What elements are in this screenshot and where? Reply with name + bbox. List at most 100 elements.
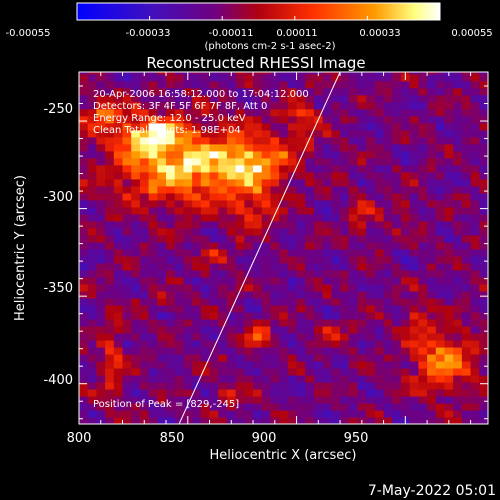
heatmap-cell	[470, 87, 480, 96]
heatmap-cell	[174, 129, 185, 138]
heatmap-cell	[287, 150, 298, 159]
heatmap-cell	[357, 388, 367, 397]
heatmap-cell	[79, 262, 89, 271]
heatmap-cell	[244, 72, 254, 75]
heatmap-cell	[400, 150, 411, 159]
heatmap-cell	[461, 297, 472, 306]
heatmap-cell	[374, 381, 385, 390]
heatmap-cell	[113, 269, 124, 278]
heatmap-cell	[131, 80, 141, 89]
heatmap-cell	[400, 339, 411, 348]
heatmap-cell	[235, 227, 245, 236]
heatmap-cell	[374, 171, 385, 180]
heatmap-cell	[435, 136, 446, 145]
heatmap-cell	[218, 381, 228, 390]
heatmap-cell	[305, 80, 315, 89]
heatmap-cell	[427, 255, 437, 264]
heatmap-cell	[261, 80, 272, 89]
heatmap-cell	[427, 339, 437, 348]
heatmap-cell	[148, 234, 158, 243]
heatmap-cell	[113, 318, 124, 327]
heatmap-cell	[392, 332, 402, 341]
heatmap-cell	[105, 227, 115, 236]
heatmap-cell	[340, 80, 350, 89]
heatmap-cell	[79, 360, 89, 369]
heatmap-cell	[96, 388, 106, 397]
heatmap-cell	[444, 178, 454, 187]
heatmap-cell	[357, 227, 367, 236]
heatmap-cell	[418, 409, 428, 418]
heatmap-cell	[87, 409, 97, 418]
heatmap-cell	[479, 283, 488, 292]
heatmap-cell	[409, 199, 419, 208]
heatmap-cell	[374, 80, 385, 89]
heatmap-cell	[235, 234, 245, 243]
heatmap-cell	[444, 269, 454, 278]
heatmap-cell	[139, 227, 150, 236]
heatmap-cell	[400, 234, 411, 243]
heatmap-cell	[79, 325, 89, 334]
heatmap-cell	[122, 297, 132, 306]
heatmap-cell	[218, 101, 228, 110]
heatmap-cell	[200, 73, 211, 82]
heatmap-cell	[322, 234, 332, 243]
heatmap-cell	[131, 73, 141, 82]
heatmap-cell	[139, 409, 150, 418]
heatmap-cell	[192, 213, 202, 222]
heatmap-cell	[357, 353, 367, 362]
heatmap-cell	[139, 185, 150, 194]
heatmap-cell	[357, 304, 367, 313]
heatmap-cell	[166, 395, 176, 404]
heatmap-cell	[409, 185, 419, 194]
heatmap-cell	[383, 262, 393, 271]
heatmap-cell	[131, 283, 141, 292]
heatmap-cell	[444, 80, 454, 89]
heatmap-cell	[209, 325, 219, 334]
heatmap-cell	[79, 353, 89, 362]
heatmap-cell	[287, 417, 298, 424]
heatmap-cell	[148, 213, 158, 222]
heatmap-cell	[444, 339, 454, 348]
heatmap-cell	[383, 150, 393, 159]
heatmap-cell	[392, 325, 402, 334]
heatmap-cell	[253, 395, 263, 404]
heatmap-cell	[418, 157, 428, 166]
heatmap-cell	[322, 192, 332, 201]
heatmap-cell	[435, 94, 446, 103]
heatmap-cell	[261, 346, 272, 355]
heatmap-cell	[122, 374, 132, 383]
heatmap-cell	[461, 367, 472, 376]
heatmap-cell	[87, 234, 97, 243]
heatmap-cell	[148, 262, 158, 271]
heatmap-cell	[226, 269, 237, 278]
heatmap-cell	[374, 213, 385, 222]
heatmap-cell	[357, 255, 367, 264]
heatmap-cell	[200, 374, 211, 383]
heatmap-cell	[340, 129, 350, 138]
heatmap-cell	[218, 143, 228, 152]
heatmap-cell	[261, 409, 272, 418]
heatmap-cell	[435, 290, 446, 299]
heatmap-cell	[226, 353, 237, 362]
heatmap-cell	[279, 80, 289, 89]
heatmap-cell	[435, 101, 446, 110]
heatmap-cell	[270, 332, 280, 341]
heatmap-cell	[131, 178, 141, 187]
heatmap-cell	[409, 374, 419, 383]
heatmap-cell	[427, 381, 437, 390]
heatmap-cell	[427, 101, 437, 110]
heatmap-cell	[392, 318, 402, 327]
heatmap-cell	[218, 150, 228, 159]
heatmap-cell	[226, 157, 237, 166]
heatmap-cell	[279, 297, 289, 306]
heatmap-cell	[409, 143, 419, 152]
heatmap-cell	[313, 311, 324, 320]
heatmap-cell	[113, 311, 124, 320]
heatmap-cell	[461, 115, 472, 124]
heatmap-cell	[461, 234, 472, 243]
heatmap-cell	[200, 72, 211, 75]
heatmap-cell	[374, 409, 385, 418]
heatmap-cell	[322, 248, 332, 257]
heatmap-cell	[131, 311, 141, 320]
heatmap-cell	[183, 283, 193, 292]
